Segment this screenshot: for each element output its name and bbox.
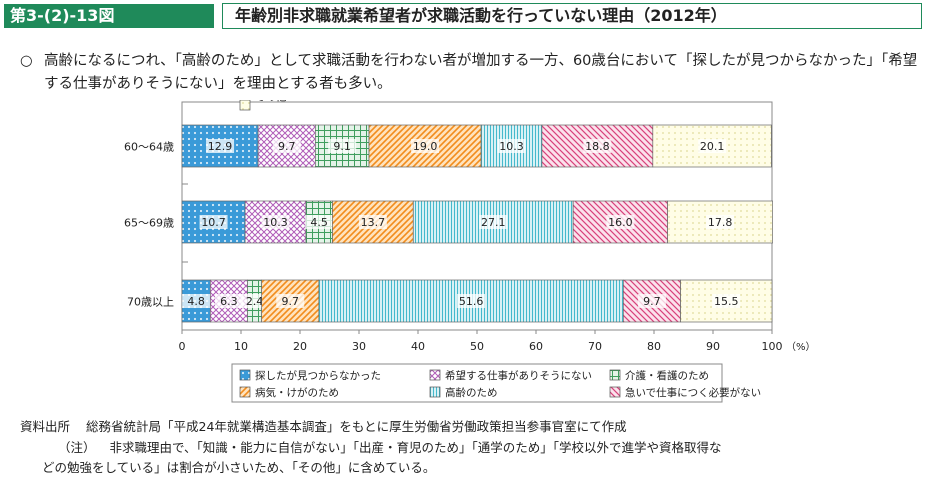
legend-label: 病気・けがのため [255,386,339,399]
summary-text: ○ 高齢になるにつれ、「高齢のため」として求職活動を行わない者が増加する一方、6… [20,50,920,96]
summary-marker: ○ [20,53,33,69]
x-tick-label: 100 [762,340,783,353]
legend-label: 希望する仕事がありそうにない [445,369,592,382]
data-label-background [479,215,508,229]
legend-label: 介護・看護のため [625,369,709,382]
summary-body: 高齢になるにつれ、「高齢のため」として求職活動を行わない者が増加する一方、60歳… [44,53,918,92]
note-line-2: どの勉強をしている」は割合が小さいため、「その他」に含めている。 [42,460,436,475]
data-label: 4.5 [310,216,328,229]
data-label: 15.5 [714,295,739,308]
data-label-background [457,294,486,308]
x-tick-label: 20 [293,340,307,353]
figure-title: 年齢別非求職就業希望者が求職活動を行っていない理由（2012年） [222,3,922,29]
x-tick-label: 50 [470,340,484,353]
data-label: 9.7 [278,140,296,153]
data-label-background [698,139,727,153]
legend-swatch [609,386,621,398]
data-label: 4.8 [187,295,205,308]
data-label: 10.7 [201,216,226,229]
data-label-background [182,294,211,308]
data-label-background [305,215,334,229]
data-label: 17.8 [708,216,733,229]
figure-label: 第3-(2)-13図 [4,4,214,28]
data-label-background [328,139,357,153]
legend-box [231,363,723,403]
legend-swatch [429,386,441,398]
data-label: 12.9 [208,140,233,153]
data-label: 51.6 [459,295,484,308]
data-label: 18.8 [585,140,610,153]
data-label: 13.7 [361,216,386,229]
data-label-background [199,215,228,229]
data-label-background [712,294,741,308]
legend-swatch [429,369,441,381]
bars: 60～64歳 12.9 9.7 9.1 19.0 10.3 18.8 20.1 65～69歳 10… [124,124,773,323]
legend-label: その他 [255,100,287,103]
legend-label: 探したが見つからなかった [255,369,381,382]
data-label: 9.1 [333,140,351,153]
data-label-background [706,215,735,229]
data-label-background [358,215,387,229]
legend-label: 急いで仕事につく必要がない [625,386,761,399]
source-text: 総務省統計局「平成24年就業構造基本調査」をもとに厚生労働省労働政策担当参事官室… [86,419,627,434]
x-tick-label: 80 [647,340,661,353]
category-label: 60～64歳 [124,141,174,154]
x-tick-label: 30 [352,340,366,353]
data-label: 2.4 [246,295,264,308]
x-tick-label: 0 [179,340,186,353]
data-label: 19.0 [413,140,438,153]
data-label-background [206,139,235,153]
data-label: 9.7 [282,295,300,308]
category-label: 70歳以上 [127,296,174,309]
data-label-background [583,139,612,153]
legend-swatch [239,386,251,398]
data-label: 10.3 [499,140,524,153]
data-label-background [606,215,635,229]
footnote: （注） 非求職理由で、「知識・能力に自信がない」「出産・育児のため」「通学のため」… [58,438,722,457]
legend-label: 高齢のため [445,386,498,399]
x-tick-label: 70 [588,340,602,353]
data-label-background [261,215,290,229]
note-line-1: 非求職理由で、「知識・能力に自信がない」「出産・育児のため」「通学のため」「学校… [109,440,722,455]
data-label: 27.1 [481,216,506,229]
category-label: 65～69歳 [124,217,174,230]
x-unit-label: （%） [786,341,816,353]
data-label-background [411,139,440,153]
legend: 探したが見つからなかった 希望する仕事がありそうにない 介護・看護のため病気・けがの… [231,100,761,403]
x-axis: 0 10 20 30 40 50 60 70 80 90 100 （%） [179,330,816,353]
figure-header: 第3-(2)-13図 年齢別非求職就業希望者が求職活動を行っていない理由（201… [0,0,932,30]
legend-swatch [239,100,251,111]
data-label-background [497,139,526,153]
data-label: 20.1 [700,140,725,153]
x-tick-label: 60 [529,340,543,353]
source-note: 資料出所 総務省統計局「平成24年就業構造基本調査」をもとに厚生労働省労働政策担当… [20,417,627,436]
stacked-bar-chart: 60～64歳 12.9 9.7 9.1 19.0 10.3 18.8 20.1 65～69歳 10… [124,100,816,403]
source-label: 資料出所 [20,419,71,434]
data-label-background [214,294,243,308]
data-label-background [272,139,301,153]
data-label: 9.7 [643,295,661,308]
legend-swatch [609,369,621,381]
x-tick-label: 90 [706,340,720,353]
x-tick-label: 40 [411,340,425,353]
note-label: （注） [58,440,96,455]
data-label-background [276,294,305,308]
footnote-continued: どの勉強をしている」は割合が小さいため、「その他」に含めている。 [42,458,435,477]
data-label-background [637,294,666,308]
legend-swatch [239,369,251,381]
data-label: 16.0 [608,216,633,229]
data-label: 6.3 [220,295,238,308]
x-tick-label: 10 [234,340,248,353]
data-label: 10.3 [263,216,288,229]
